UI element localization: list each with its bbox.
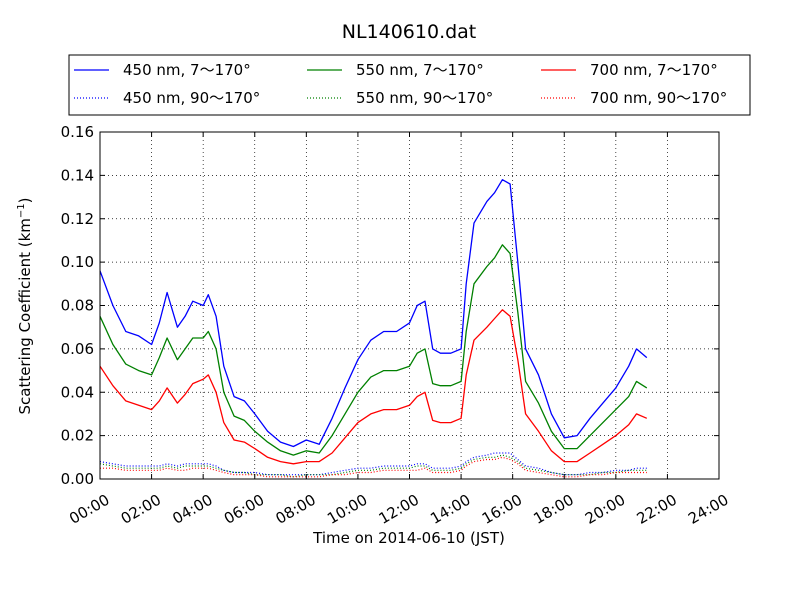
x-tick-label: 22:00 [634, 491, 680, 528]
series-line-b90 [99, 452, 647, 476]
y-tick-label: 0.00 [61, 470, 94, 488]
x-tick-label: 06:00 [221, 491, 267, 528]
legend-box [68, 54, 751, 116]
series-line-g7 [99, 244, 648, 456]
series-line-b7 [99, 179, 648, 448]
legend-label-r90: 700 nm, 90～170° [590, 89, 727, 107]
y-tick-label: 0.16 [61, 123, 94, 141]
y-axis-label-superscript: −1 [16, 203, 27, 218]
legend-label-r7: 700 nm, 7～170° [590, 61, 718, 79]
series-line-r90 [100, 456, 647, 478]
y-tick-label: 0.02 [61, 427, 94, 445]
legend-label-b7: 450 nm, 7～170° [123, 61, 251, 79]
x-tick-label: 12:00 [376, 491, 422, 528]
series-line-r7 [99, 309, 648, 465]
series-group [99, 179, 648, 478]
x-tick-label: 00:00 [66, 491, 112, 528]
y-tick-label: 0.12 [61, 210, 94, 228]
legend: 450 nm, 7～170° 550 nm, 7～170° 700 nm, 7～17… [68, 54, 751, 116]
y-tick-label: 0.10 [61, 253, 94, 271]
x-axis-label: Time on 2014-06-10 (JST) [312, 529, 505, 547]
legend-label-b90: 450 nm, 90～170° [123, 89, 260, 107]
x-tick-label: 24:00 [685, 491, 731, 528]
legend-label-g7: 550 nm, 7～170° [356, 61, 484, 79]
series-line-g90 [99, 454, 647, 478]
x-tick-label: 16:00 [479, 491, 525, 528]
y-axis-label: Scattering Coefficient (km−1) [16, 197, 34, 414]
y-tick-label: 0.08 [61, 297, 94, 315]
y-axis-label-close: ) [16, 197, 34, 203]
y-axis: 0.00 0.02 0.04 0.06 0.08 0.10 0.12 0.14 0.16 [61, 123, 719, 488]
x-tick-label: 08:00 [272, 491, 318, 528]
legend-label-g90: 550 nm, 90～170° [356, 89, 493, 107]
y-axis-label-main: Scattering Coefficient (km [16, 218, 34, 414]
x-tick-label: 04:00 [169, 491, 215, 528]
chart-title: NL140610.dat [342, 21, 477, 43]
x-tick-label: 20:00 [582, 491, 628, 528]
x-tick-label: 18:00 [530, 491, 576, 528]
y-tick-label: 0.06 [61, 340, 94, 358]
x-tick-label: 14:00 [427, 491, 473, 528]
y-tick-label: 0.04 [61, 383, 94, 401]
y-tick-label: 0.14 [61, 166, 94, 184]
x-tick-label: 02:00 [118, 491, 164, 528]
x-tick-label: 10:00 [324, 491, 370, 528]
